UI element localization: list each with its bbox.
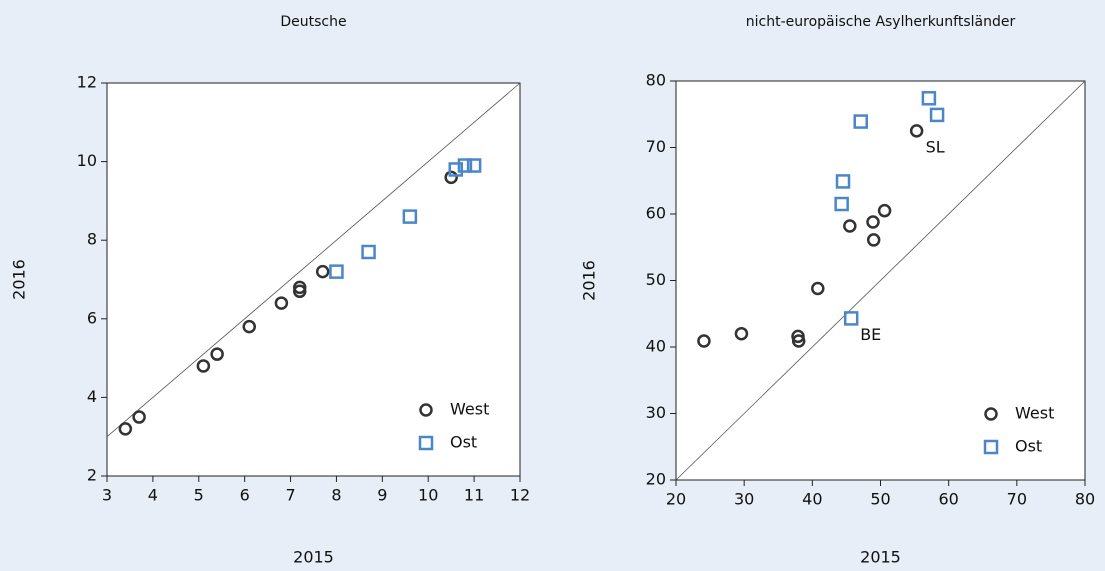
y-tick-label: 6	[87, 308, 97, 327]
point	[791, 334, 806, 348]
point	[242, 319, 257, 334]
y-tick-label: 10	[77, 151, 97, 170]
point	[448, 162, 464, 177]
chart-title: Deutsche	[280, 14, 346, 30]
chart-title: nicht-europäische Asylherkunftsländer	[746, 14, 1016, 30]
y-tick-label: 50	[646, 270, 666, 289]
point	[921, 91, 937, 106]
y-axis-label: 2016	[10, 259, 29, 300]
point	[877, 203, 892, 218]
x-tick-label: 4	[148, 486, 158, 505]
diagonal	[675, 80, 1086, 481]
point	[909, 124, 924, 138]
point	[196, 359, 211, 373]
x-tick-label: 10	[418, 486, 438, 505]
x-tick-label: 7	[285, 486, 295, 505]
point	[834, 196, 849, 212]
legend-label: West	[450, 400, 489, 419]
point	[843, 219, 857, 233]
y-tick-label: 70	[646, 137, 666, 156]
x-tick-label: 50	[870, 490, 890, 509]
point	[697, 334, 711, 348]
x-tick-label: 80	[1075, 490, 1095, 509]
point	[292, 284, 307, 299]
point	[315, 264, 330, 279]
x-tick-label: 40	[802, 490, 822, 509]
y-tick-label: 8	[87, 230, 97, 249]
legend-label: West	[1015, 404, 1054, 423]
point	[402, 209, 418, 224]
point	[132, 410, 146, 424]
point	[811, 281, 825, 296]
plot-area	[106, 82, 521, 477]
legend-marker	[983, 439, 999, 455]
x-tick-label: 12	[510, 486, 530, 505]
legend-marker	[418, 435, 434, 451]
x-tick-label: 70	[1007, 490, 1027, 509]
y-tick-label: 2	[87, 466, 97, 485]
y-axis-label: 2016	[580, 260, 599, 301]
x-tick-label: 30	[734, 490, 754, 509]
point	[457, 158, 473, 173]
point	[210, 347, 224, 361]
x-tick-label: 60	[938, 490, 958, 509]
x-tick-label: 5	[194, 486, 204, 505]
x-tick-label: 3	[102, 486, 112, 505]
point	[929, 107, 945, 123]
legend-marker	[419, 403, 433, 417]
point	[118, 422, 133, 436]
y-tick-label: 30	[646, 403, 666, 422]
point	[853, 114, 868, 129]
legend-marker	[984, 407, 998, 421]
point	[361, 244, 376, 260]
legend-label: Ost	[1015, 437, 1042, 456]
point	[466, 158, 482, 173]
point-label: BE	[860, 325, 881, 344]
point	[843, 311, 859, 326]
point	[866, 215, 880, 229]
x-tick-label: 20	[666, 490, 686, 509]
point	[329, 264, 344, 279]
y-tick-label: 12	[77, 73, 97, 92]
x-axis-label: 2015	[860, 548, 901, 567]
y-tick-label: 60	[646, 204, 666, 223]
x-tick-label: 11	[464, 486, 484, 505]
x-axis-label: 2015	[293, 548, 334, 567]
y-tick-label: 80	[646, 71, 666, 90]
y-tick-label: 20	[646, 470, 666, 489]
x-tick-label: 9	[377, 486, 387, 505]
x-tick-label: 8	[331, 486, 341, 505]
diagonal	[106, 82, 521, 438]
y-tick-label: 40	[646, 337, 666, 356]
point	[274, 296, 289, 310]
point	[835, 174, 851, 189]
legend-label: Ost	[450, 433, 477, 452]
x-tick-label: 6	[240, 486, 250, 505]
point	[292, 280, 307, 295]
point-label: SL	[926, 137, 945, 156]
point	[866, 233, 881, 247]
point	[444, 170, 458, 185]
point	[734, 326, 749, 341]
y-tick-label: 4	[87, 387, 97, 406]
